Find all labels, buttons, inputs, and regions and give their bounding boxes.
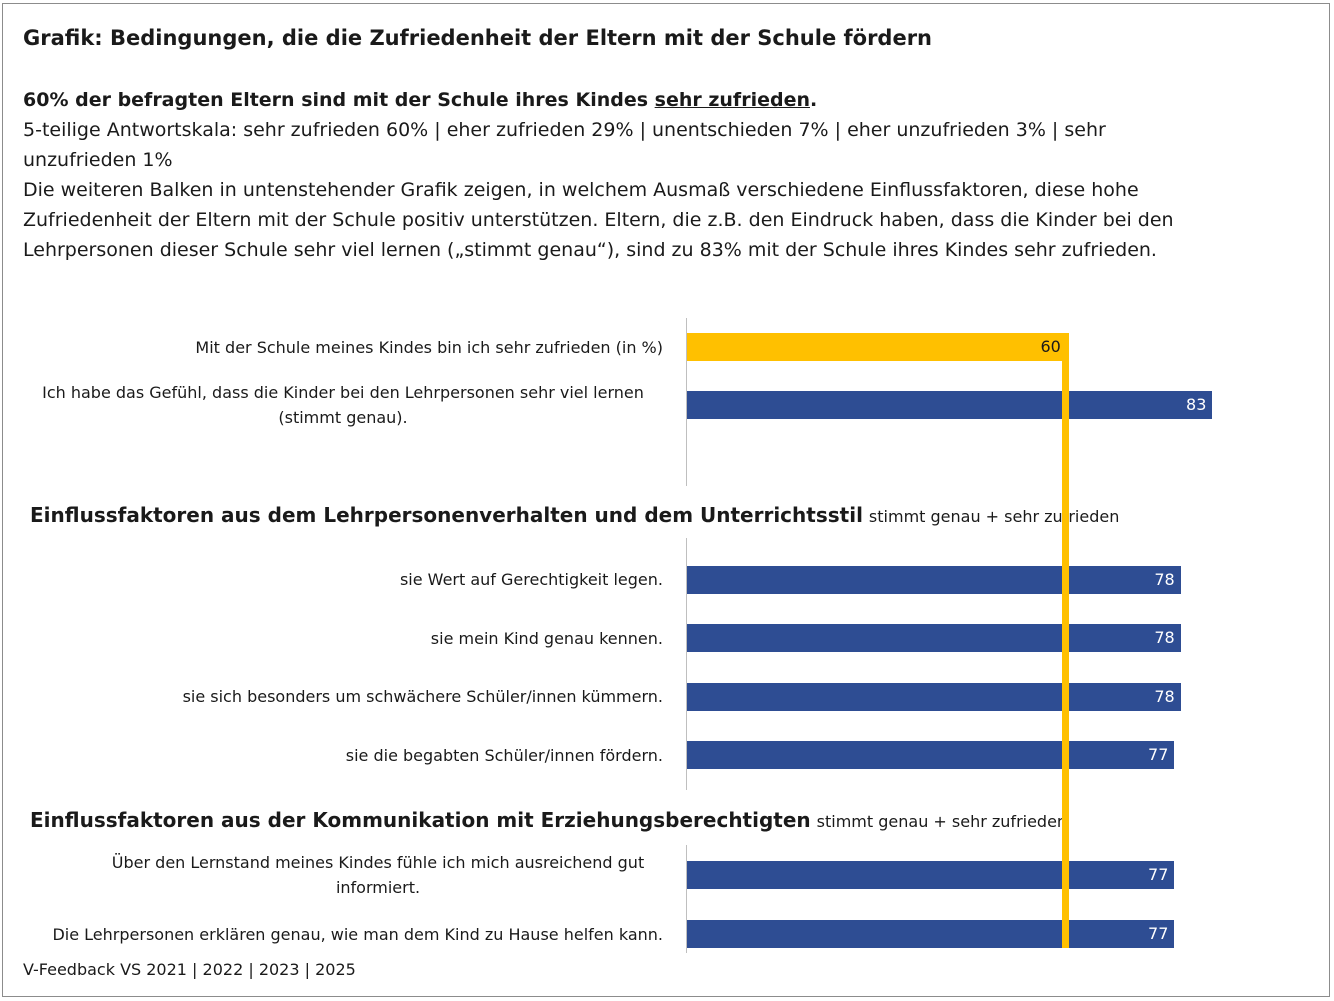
- category-label: sie sich besonders um schwächere Schüler…: [182, 687, 663, 706]
- category-label: sie die begabten Schüler/innen fördern.: [345, 746, 663, 765]
- bar-6: [687, 861, 1175, 889]
- bar-7: [687, 920, 1175, 948]
- category-label: Ich habe das Gefühl, dass die Kinder bei…: [42, 383, 644, 427]
- bar-value-label: 78: [1154, 687, 1175, 706]
- intro-explanation: Die weiteren Balken in untenstehender Gr…: [23, 179, 1174, 261]
- section-teacher-subtitle: stimmt genau + sehr zufrieden: [868, 507, 1120, 526]
- bar-1: [687, 391, 1213, 419]
- bar-value-label: 83: [1186, 395, 1207, 414]
- source-footer: V-Feedback VS 2021 | 2022 | 2023 | 2025: [23, 960, 356, 979]
- bar-value-label: 77: [1148, 745, 1169, 764]
- section-communication-subtitle: stimmt genau + sehr zufrieden: [816, 812, 1068, 831]
- chart-frame: [2, 3, 1330, 997]
- intro-scale: 5-teilige Antwortskala: sehr zufrieden 6…: [23, 119, 1106, 171]
- bar-value-label: 78: [1154, 570, 1175, 589]
- intro-headline: 60% der befragten Eltern sind mit der Sc…: [23, 85, 1208, 115]
- axis-block-2: [686, 538, 687, 790]
- bar-value-label: 77: [1148, 924, 1169, 943]
- section-teacher-title: Einflussfaktoren aus dem Lehrpersonenver…: [30, 503, 863, 527]
- intro-headline-emphasis: sehr zufrieden: [654, 89, 810, 111]
- category-label: Mit der Schule meines Kindes bin ich seh…: [195, 338, 663, 357]
- section-communication-title: Einflussfaktoren aus der Kommunikation m…: [30, 808, 811, 832]
- intro-headline-suffix: .: [809, 89, 818, 111]
- section-communication-heading: Einflussfaktoren aus der Kommunikation m…: [30, 808, 1067, 832]
- bar-2: [687, 566, 1181, 594]
- bar-4: [687, 683, 1181, 711]
- bar-value-label: 60: [1040, 337, 1061, 356]
- category-label: sie Wert auf Gerechtigkeit legen.: [399, 570, 663, 589]
- category-label: Die Lehrpersonen erklären genau, wie man…: [52, 925, 663, 944]
- axis-block-1: [686, 318, 687, 486]
- category-label: Über den Lernstand meines Kindes fühle i…: [111, 853, 645, 897]
- bar-0: [687, 333, 1067, 361]
- bar-3: [687, 624, 1181, 652]
- bar-value-label: 77: [1148, 865, 1169, 884]
- axis-block-3: [686, 845, 687, 953]
- category-label: sie mein Kind genau kennen.: [430, 629, 663, 648]
- bar-value-label: 78: [1154, 628, 1175, 647]
- bar-5: [687, 741, 1175, 769]
- reference-line: [1061, 333, 1069, 948]
- intro-headline-prefix: 60% der befragten Eltern sind mit der Sc…: [23, 89, 655, 111]
- chart-title: Grafik: Bedingungen, die die Zufriedenhe…: [23, 26, 933, 50]
- section-teacher-heading: Einflussfaktoren aus dem Lehrpersonenver…: [30, 503, 1119, 527]
- intro-text: 60% der befragten Eltern sind mit der Sc…: [23, 85, 1208, 265]
